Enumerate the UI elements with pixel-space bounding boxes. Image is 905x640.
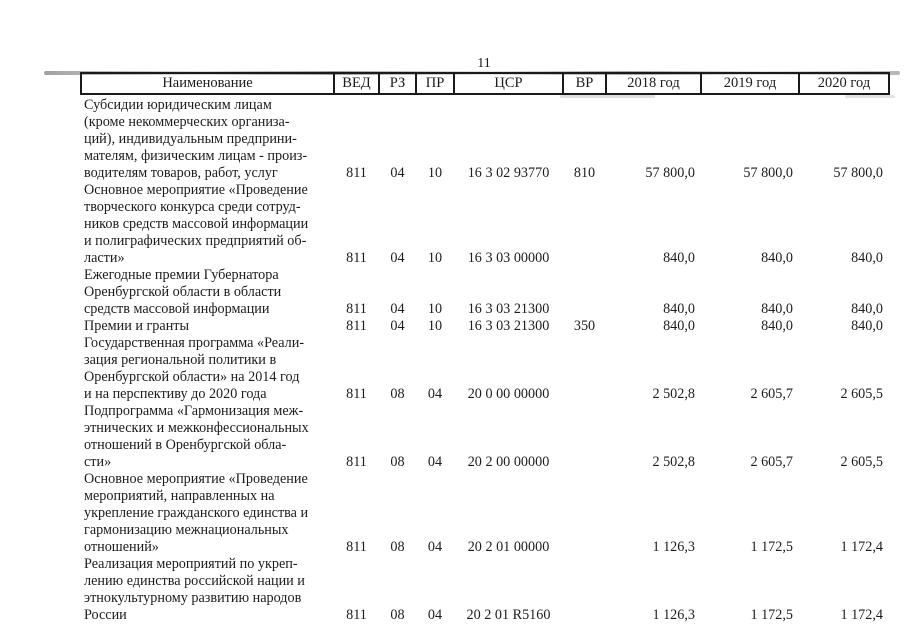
cell-2018: 2 502,8 [652,386,695,402]
cell-name: Ежегодные премии Губернатора Оренбургско… [84,267,282,317]
table-row: Основное мероприятие «Проведение творчес… [81,182,889,267]
page-number: 11 [477,56,491,71]
table-row: Основное мероприятие «Проведение меропри… [81,471,889,556]
col-header-2019: 2019 год [700,72,800,95]
cell-ved: 811 [346,301,367,317]
cell-2019: 57 800,0 [743,165,793,181]
cell-2020: 840,0 [851,318,883,334]
cell-ved: 811 [346,539,367,555]
cell-csr: 16 3 03 00000 [467,250,550,266]
cell-name: Подпрограмма «Гармонизация меж- этническ… [84,403,309,470]
cell-rz: 08 [390,539,405,555]
table-row: Субсидии юридическим лицам (кроме некомм… [81,94,889,182]
cell-2019: 1 172,5 [750,539,793,555]
cell-csr: 20 2 01 R5160 [466,607,551,623]
cell-pr: 04 [427,454,443,470]
cell-csr: 20 2 00 00000 [467,454,550,470]
cell-2020: 2 605,5 [840,454,883,470]
table-row: Государственная программа «Реали- зация … [81,335,889,403]
cell-rz: 08 [390,386,405,402]
cell-csr: 16 3 03 21300 [467,301,550,317]
col-header-pr: ПР [415,72,455,95]
cell-2018: 1 126,3 [652,539,695,555]
col-header-2018: 2018 год [605,72,702,95]
cell-pr: 10 [427,250,443,266]
col-header-2020: 2020 год [798,72,890,95]
cell-rz: 04 [390,301,405,317]
cell-2018: 57 800,0 [645,165,695,181]
col-header-csr: ЦСР [453,72,564,95]
col-header-rz: РЗ [378,72,417,95]
table-row: Премии и гранты 811 04 10 16 3 03 21300 … [81,318,889,335]
cell-csr: 16 3 03 21300 [467,318,550,334]
cell-pr: 10 [427,165,443,181]
cell-2020: 1 172,4 [840,539,883,555]
cell-2018: 2 502,8 [652,454,695,470]
cell-ved: 811 [346,318,367,334]
cell-2019: 840,0 [761,250,793,266]
scan-smudge [560,95,655,98]
col-header-ved: ВЕД [333,72,380,95]
cell-vr [563,267,606,318]
cell-vr [563,335,606,403]
cell-pr: 04 [427,386,443,402]
cell-name: Основное мероприятие «Проведение меропри… [84,471,309,555]
cell-ved: 811 [346,386,367,402]
col-header-name: Наименование [80,72,335,95]
cell-ved: 811 [346,165,367,181]
cell-vr [563,556,606,624]
cell-2020: 840,0 [851,250,883,266]
cell-2020: 840,0 [851,301,883,317]
cell-2019: 840,0 [761,301,793,317]
cell-pr: 10 [427,318,443,334]
cell-2018: 840,0 [663,301,695,317]
cell-2019: 840,0 [761,318,793,334]
cell-rz: 04 [390,250,405,266]
cell-2020: 57 800,0 [833,165,883,181]
cell-vr: 350 [573,318,596,334]
cell-2018: 840,0 [663,318,695,334]
cell-vr: 810 [573,165,596,181]
cell-pr: 04 [427,607,443,623]
scan-smudge [845,95,895,98]
cell-rz: 04 [390,165,405,181]
cell-ved: 811 [346,607,367,623]
cell-vr [563,403,606,471]
cell-name: Основное мероприятие «Проведение творчес… [84,182,309,266]
cell-vr [563,471,606,556]
cell-name: Субсидии юридическим лицам (кроме некомм… [84,97,308,181]
cell-csr: 16 3 02 93770 [467,165,550,181]
cell-2020: 1 172,4 [840,607,883,623]
table-row: Подпрограмма «Гармонизация меж- этническ… [81,403,889,471]
cell-csr: 20 0 00 00000 [467,386,550,402]
cell-name: Реализация мероприятий по укреп- лению е… [84,556,305,623]
cell-vr [563,182,606,267]
cell-ved: 811 [346,250,367,266]
cell-2018: 1 126,3 [652,607,695,623]
cell-name: Государственная программа «Реали- зация … [84,335,305,402]
cell-rz: 08 [390,607,405,623]
cell-pr: 10 [427,301,443,317]
cell-rz: 04 [390,318,405,334]
col-header-vr: ВР [562,72,607,95]
cell-2019: 2 605,7 [750,386,793,402]
cell-2019: 2 605,7 [750,454,793,470]
budget-table: Наименование ВЕД РЗ ПР ЦСР ВР 2018 год 2… [80,72,890,624]
cell-name: Премии и гранты [84,318,190,334]
table-row: Реализация мероприятий по укреп- лению е… [81,556,889,624]
cell-ved: 811 [346,454,367,470]
cell-csr: 20 2 01 00000 [467,539,550,555]
cell-rz: 08 [390,454,405,470]
cell-2018: 840,0 [663,250,695,266]
cell-2019: 1 172,5 [750,607,793,623]
table-header-row: Наименование ВЕД РЗ ПР ЦСР ВР 2018 год 2… [80,72,890,95]
cell-2020: 2 605,5 [840,386,883,402]
table-row: Ежегодные премии Губернатора Оренбургско… [81,267,889,318]
cell-pr: 04 [427,539,443,555]
